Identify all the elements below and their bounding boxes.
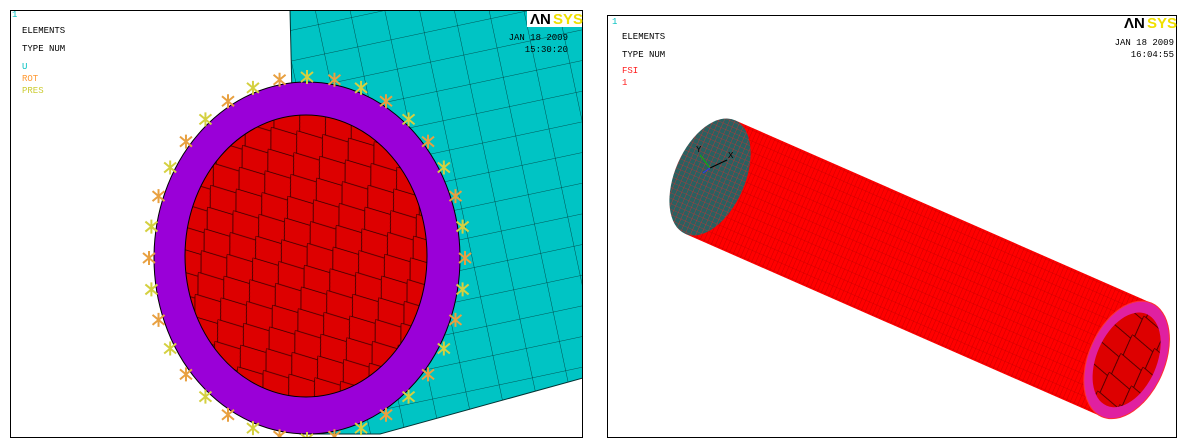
right-panel: Y X 1 ELEMENTS TYPE NUM FSI 1 JAN 18 200… [608,15,1177,438]
inner-face [185,115,427,397]
time: 16:04:55 [1131,50,1174,60]
date: JAN 18 2009 [509,33,568,43]
legend-item: ROT [22,74,39,84]
legend-item: U [22,62,27,72]
triad-label: Y [696,145,702,155]
logo: ΛN [1124,15,1145,32]
legend-item: 1 [622,78,627,88]
time: 15:30:20 [525,45,568,55]
left-panel: 1 ELEMENTS TYPE NUM U ROT PRES JAN 18 20… [11,10,584,438]
plot-subtitle: TYPE NUM [622,50,665,60]
legend-item: FSI [622,66,638,76]
window-number: 1 [612,17,617,27]
screenshot: 1 ELEMENTS TYPE NUM U ROT PRES JAN 18 20… [0,0,1177,438]
plot-title: ELEMENTS [22,26,65,36]
page: 1 ELEMENTS TYPE NUM U ROT PRES JAN 18 20… [0,0,1177,438]
date: JAN 18 2009 [1115,38,1174,48]
logo-accent: SYS [1147,15,1177,32]
triad-label: X [728,151,734,161]
plot-subtitle: TYPE NUM [22,44,65,54]
window-number: 1 [12,10,17,20]
logo: ΛN [530,11,551,28]
logo-accent: SYS [553,11,583,28]
legend-item: PRES [22,86,44,96]
plot-title: ELEMENTS [622,32,665,42]
